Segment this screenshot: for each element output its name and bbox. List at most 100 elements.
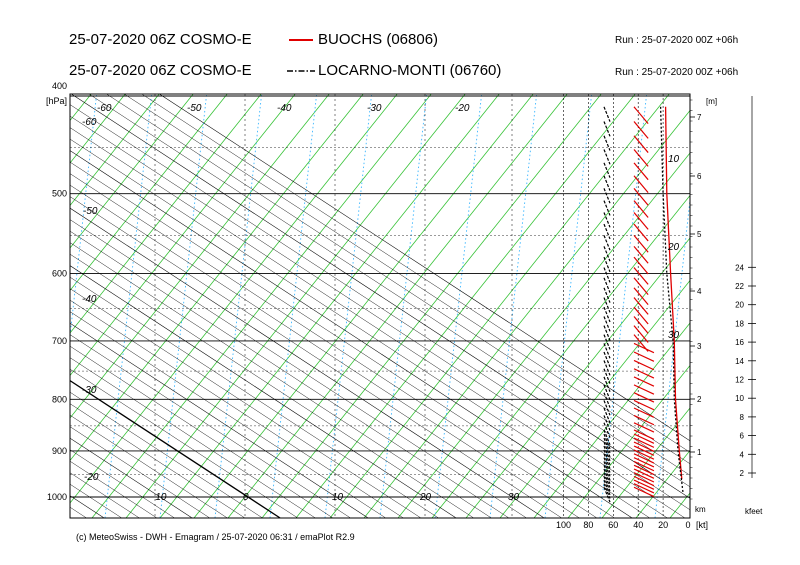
buochs-legend-label: BUOCHS (06806)	[318, 31, 439, 48]
mixing-ratio-line	[214, 94, 263, 518]
wind-barb	[633, 342, 655, 354]
wind-barb	[633, 483, 655, 494]
wind-barb	[633, 449, 655, 460]
isotherm-minor-line	[70, 414, 228, 518]
height-km-unit-label: km	[695, 505, 706, 514]
pressure-tick-label: 500	[52, 189, 67, 199]
wind-barb	[633, 429, 655, 440]
wind-speed-tick-label: 80	[583, 520, 593, 530]
isotherm-minor-line	[70, 242, 492, 518]
wind-barb	[603, 468, 611, 485]
isotherm-minor-line	[70, 173, 598, 518]
wind-barb	[603, 376, 611, 392]
isotherm-minor-line	[70, 230, 510, 518]
isotherm-line	[70, 150, 633, 518]
wind-barb	[633, 392, 655, 403]
wind-barb	[603, 433, 611, 450]
wind-barb	[603, 162, 611, 178]
wind-barb	[603, 445, 611, 462]
wind-barb	[633, 223, 649, 242]
dry-adiabat-line	[70, 94, 296, 377]
wind-speed-tick-label: 0	[685, 520, 690, 530]
wind-barb	[603, 287, 611, 303]
wind-profile-label: 10	[668, 154, 680, 165]
wind-barb	[633, 351, 655, 362]
mixing-ratio-line	[599, 94, 648, 518]
isotherm-line	[70, 207, 545, 518]
mixing-ratio-line	[159, 94, 208, 518]
wind-barb	[633, 200, 649, 218]
wind-barb	[603, 306, 611, 323]
isotherm-minor-line	[70, 104, 690, 511]
wind-barb	[603, 400, 611, 416]
buochs-run-label: Run : 25-07-2020 00Z +06h	[615, 35, 739, 46]
isotherm-minor-line	[70, 345, 334, 518]
height-m-tick-label: 4	[697, 287, 702, 296]
temperature-curve	[0, 107, 45, 479]
wind-speed-tick-label: 100	[556, 520, 571, 530]
height-m-tick-label: 2	[697, 395, 702, 404]
wind-barb	[633, 407, 655, 418]
isotherm-label: 10	[332, 492, 344, 503]
wind-barb	[603, 223, 611, 240]
wind-barb	[603, 343, 611, 359]
wind-barb	[633, 414, 655, 426]
isotherm-minor-line	[70, 368, 298, 518]
pressure-tick-label-top: 400	[52, 81, 67, 91]
dry-adiabat-line	[125, 94, 466, 518]
kfeet-tick-label: 18	[735, 319, 744, 328]
dry-adiabat-line	[159, 94, 500, 518]
wind-speed-curve	[664, 106, 683, 480]
wind-barb	[633, 212, 649, 230]
wind-barb	[603, 422, 611, 438]
locarno-legend-line-icon	[287, 70, 315, 72]
isotherm-minor-line	[70, 357, 316, 518]
kfeet-unit-label: kfeet	[745, 507, 763, 516]
wind-barb	[603, 297, 611, 313]
mixing-ratio-line	[765, 94, 800, 518]
wind-barb	[603, 121, 611, 137]
isotherm-label: -20	[455, 103, 470, 114]
isotherm-minor-line	[70, 115, 686, 518]
isotherm-minor-line	[124, 94, 690, 465]
wind-barb	[633, 368, 655, 379]
isotherm-minor-line	[70, 299, 404, 518]
isotherm-minor-line	[70, 449, 175, 518]
isotherm-minor-line	[70, 127, 668, 518]
isotherm-label: -60	[82, 117, 97, 128]
dry-adiabat-line	[533, 322, 690, 518]
kfeet-tick-label: 8	[740, 413, 745, 422]
dry-adiabat-line	[567, 364, 690, 518]
mixing-ratio-line	[269, 94, 318, 518]
credit-line: (c) MeteoSwiss - DWH - Emagram / 25-07-2…	[76, 532, 355, 542]
isotherm-minor-line	[106, 94, 690, 476]
mixing-ratio-line	[544, 94, 593, 518]
isotherm-minor-line	[70, 403, 246, 518]
wind-barb	[633, 297, 649, 315]
isotherm-label: 0	[243, 492, 249, 503]
wind-barb	[633, 287, 649, 306]
dry-adiabat-line	[227, 94, 568, 518]
wind-barb	[603, 429, 611, 446]
isotherm-label: 30	[508, 492, 520, 503]
height-m-tick-label: 5	[697, 230, 702, 239]
mixing-ratio-line	[654, 195, 690, 518]
temperature-curve	[0, 107, 65, 493]
wind-barb	[603, 200, 611, 216]
isotherm-label: -30	[367, 103, 382, 114]
dry-adiabat-line	[0, 94, 57, 518]
isotherm-minor-line	[70, 288, 422, 518]
wind-barb	[603, 441, 611, 458]
locarno-run-label: Run : 25-07-2020 00Z +06h	[615, 67, 739, 78]
wind-barb	[633, 460, 655, 472]
pressure-tick-label: 600	[52, 268, 67, 278]
mixing-ratio-line	[324, 94, 373, 518]
kfeet-tick-label: 12	[735, 376, 744, 385]
wind-barb	[633, 325, 649, 343]
wind-barb	[603, 476, 611, 492]
wind-barb	[603, 212, 611, 228]
isotherm-line	[70, 322, 369, 518]
wind-barb	[633, 306, 649, 325]
wind-barb	[603, 487, 611, 503]
height-m-tick-label: 7	[697, 113, 702, 122]
